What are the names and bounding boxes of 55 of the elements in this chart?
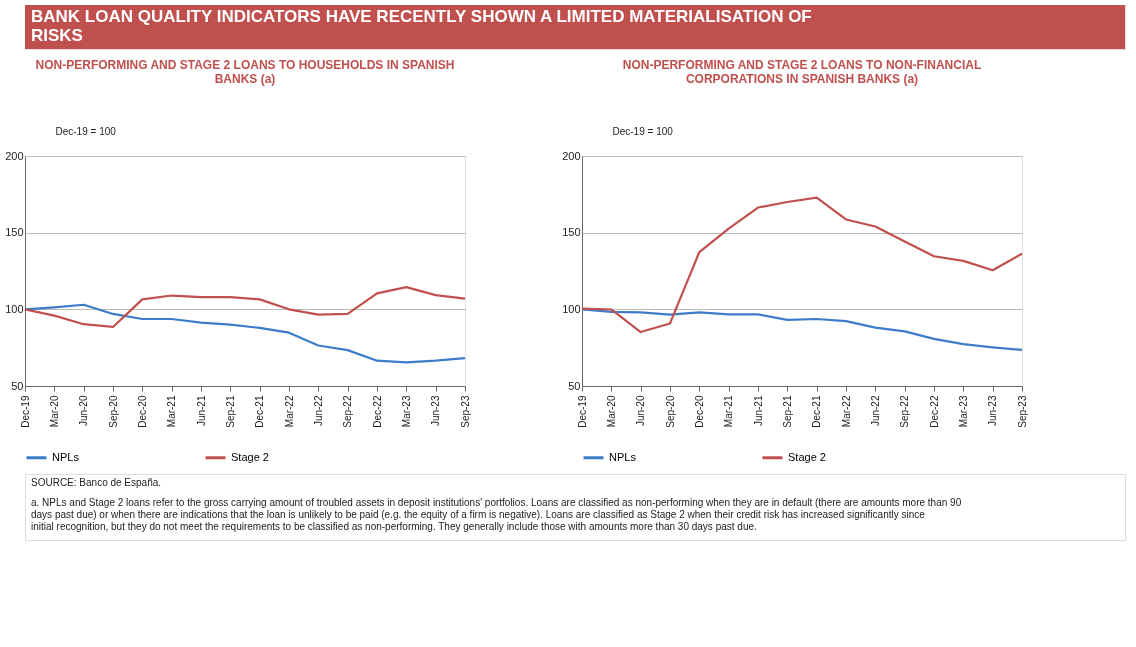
text: BANK LOAN QUALITY INDICATORS HAVE RECENTLY SHOWN A LIMITED MATERIALISATION OF RISKS (31, 7, 812, 45)
line-series (23, 286, 467, 329)
x-tick-label: Jun-22 (312, 395, 324, 427)
x-tick-label: Dec-20 (136, 395, 148, 428)
x-tick-label: Mar-21 (166, 395, 178, 428)
y-tick-label: 200 (562, 149, 581, 162)
legend-label: Stage 2 (788, 450, 826, 463)
x-tick-label: Sep-22 (899, 395, 911, 428)
x-tick-label: Jun-23 (987, 395, 999, 427)
x-tick-label: Dec-22 (371, 395, 383, 428)
line-series (580, 196, 1024, 334)
y-tick-label: 150 (5, 226, 24, 239)
x-tick-label: Sep-22 (342, 395, 354, 428)
x-tick-label: Jun-20 (78, 395, 90, 427)
x-tick-label: Jun-21 (195, 395, 207, 427)
x-tick-label: Sep-23 (1016, 395, 1028, 428)
chart-title: NON-PERFORMING AND STAGE 2 LOANS TO NON-FINANCIAL CORPORATIONS IN SPANISH BANKS (a) (622, 58, 982, 86)
x-tick-label: Dec-21 (254, 395, 266, 428)
y-axis-title: Dec-19 = 100 (612, 125, 674, 137)
x-tick-label: Mar-23 (957, 395, 969, 428)
chart-title: NON-PERFORMING AND STAGE 2 LOANS TO HOUSEHOLDS IN SPANISH BANKS (a) (35, 58, 455, 86)
y-axis-title: Dec-19 = 100 (55, 125, 117, 137)
x-tick-label: Dec-22 (928, 395, 940, 428)
x-tick-label: Jun-22 (869, 395, 881, 427)
x-tick-label: Mar-20 (605, 395, 617, 428)
y-tick-label: 200 (5, 149, 24, 162)
x-tick-label: Sep-23 (459, 395, 471, 428)
legend-label: Stage 2 (231, 450, 269, 463)
x-tick-label: Mar-20 (48, 395, 60, 428)
x-tick-label: Sep-20 (107, 395, 119, 428)
x-tick-label: Mar-23 (400, 395, 412, 428)
line-series (23, 303, 467, 364)
x-tick-label: Sep-20 (664, 395, 676, 428)
x-tick-label: Sep-21 (781, 395, 793, 428)
x-tick-label: Jun-23 (430, 395, 442, 427)
x-tick-label: Mar-22 (283, 395, 295, 428)
y-tick-label: 50 (568, 379, 581, 392)
legend-label: NPLs (609, 450, 637, 463)
x-tick-label: Dec-20 (693, 395, 705, 428)
y-tick-label: 50 (11, 379, 24, 392)
x-tick-label: Jun-20 (635, 395, 647, 427)
x-tick-label: Dec-21 (811, 395, 823, 428)
text: a. NPLs and Stage 2 loans refer to the gross carrying amount of troubled assets in deposit institutions' portfolios. Loans are classified as non-performing when they are in default (there are amounts more than 90 days past due) or when there are indications that the loan is unlikely to be paid (e.g. the equity of a firm is negative). Loans are classified as Stage 2 when their credit risk has increased significantly since initial recognition, but they do not meet the requirements to be classified as non-performing. They generally include those with amounts more than 30 days past due. (31, 497, 962, 532)
y-tick-label: 100 (5, 302, 24, 315)
x-tick-label: Dec-19 (576, 395, 588, 428)
source-note: SOURCE: Banco de España. (31, 477, 162, 488)
x-tick-label: Sep-21 (224, 395, 236, 428)
y-tick-label: 100 (562, 302, 581, 315)
x-tick-label: Jun-21 (752, 395, 764, 427)
x-tick-label: Dec-19 (19, 395, 31, 428)
line-series (580, 308, 1024, 352)
y-tick-label: 150 (562, 226, 581, 239)
x-tick-label: Mar-22 (840, 395, 852, 428)
x-tick-label: Mar-21 (723, 395, 735, 428)
legend-label: NPLs (52, 450, 80, 463)
